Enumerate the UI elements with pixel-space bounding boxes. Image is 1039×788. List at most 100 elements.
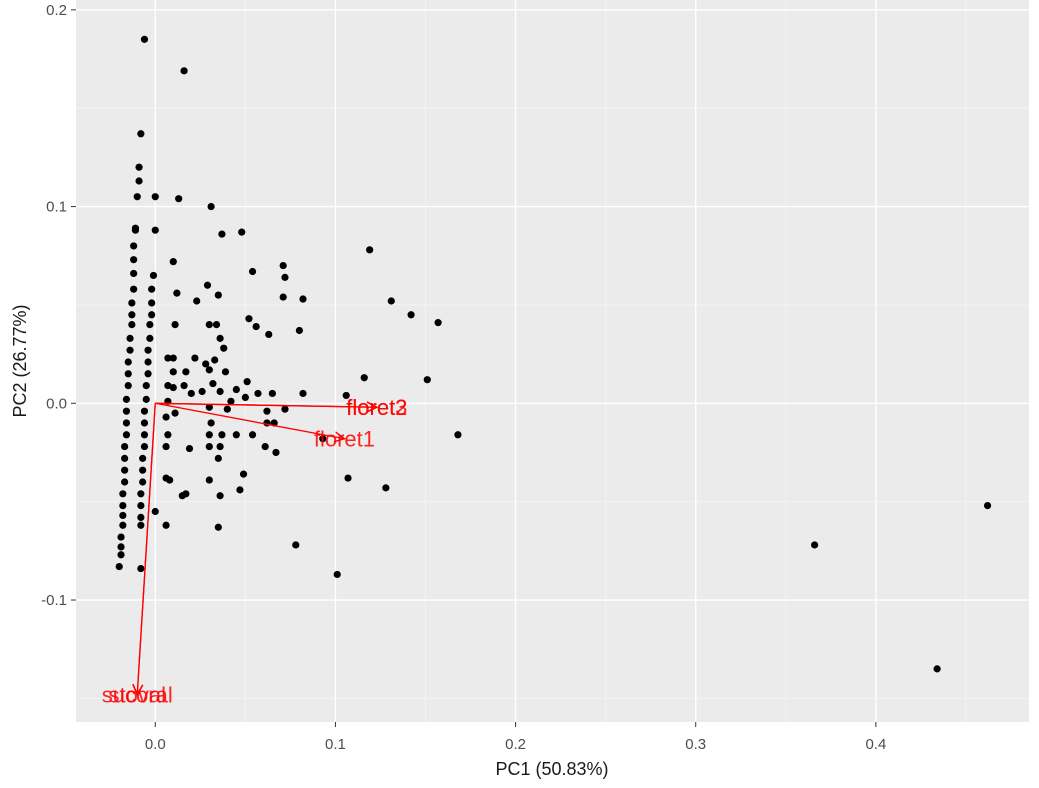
data-point bbox=[121, 466, 129, 474]
data-point bbox=[216, 442, 224, 451]
data-point bbox=[187, 389, 195, 398]
data-point bbox=[151, 507, 159, 516]
data-point bbox=[223, 405, 231, 413]
data-point bbox=[180, 67, 188, 75]
plot-panel bbox=[76, 0, 1029, 722]
data-point bbox=[121, 454, 129, 462]
data-point bbox=[182, 368, 190, 376]
data-point bbox=[137, 521, 145, 529]
data-point bbox=[220, 344, 228, 352]
data-point bbox=[248, 431, 257, 439]
data-point bbox=[423, 376, 431, 384]
data-point bbox=[140, 431, 149, 439]
data-point bbox=[248, 267, 257, 276]
data-point bbox=[133, 193, 141, 201]
x-tick-label: 0.0 bbox=[145, 736, 166, 753]
data-point bbox=[205, 403, 213, 411]
data-point bbox=[239, 470, 248, 478]
data-point bbox=[171, 321, 179, 329]
data-point bbox=[205, 366, 213, 374]
data-point bbox=[175, 195, 183, 203]
data-point bbox=[144, 346, 152, 354]
data-point bbox=[164, 431, 172, 439]
data-point bbox=[263, 419, 271, 427]
data-point bbox=[119, 521, 127, 529]
data-point bbox=[173, 289, 181, 297]
data-point bbox=[149, 271, 158, 280]
y-tick-label: -0.1 bbox=[41, 592, 67, 609]
data-point bbox=[135, 163, 143, 171]
data-point bbox=[124, 381, 132, 390]
data-point bbox=[193, 297, 201, 305]
data-point bbox=[148, 311, 156, 319]
data-point bbox=[265, 330, 273, 339]
y-tick-label: 0.0 bbox=[46, 395, 67, 412]
data-point bbox=[121, 478, 129, 486]
data-point bbox=[140, 419, 149, 427]
data-point bbox=[144, 358, 152, 366]
data-point bbox=[211, 356, 219, 364]
data-point bbox=[142, 395, 150, 403]
data-point bbox=[119, 490, 127, 498]
loading-label: floret3 bbox=[346, 395, 407, 420]
data-point bbox=[137, 501, 145, 510]
data-point bbox=[169, 383, 177, 392]
data-points bbox=[115, 35, 992, 673]
data-point bbox=[254, 389, 262, 398]
data-point bbox=[205, 476, 213, 484]
data-point bbox=[202, 360, 210, 368]
data-point bbox=[180, 381, 188, 390]
data-point bbox=[214, 454, 222, 462]
y-axis-ticks: -0.1 0.0 0.1 0.2 bbox=[41, 2, 76, 609]
data-point bbox=[214, 523, 222, 531]
data-point bbox=[216, 492, 224, 500]
y-tick-label: 0.1 bbox=[46, 199, 67, 216]
x-tick-label: 0.1 bbox=[325, 736, 346, 753]
data-point bbox=[333, 570, 341, 579]
data-point bbox=[119, 511, 127, 520]
data-point bbox=[139, 466, 147, 474]
data-point bbox=[119, 501, 127, 510]
data-point bbox=[126, 346, 134, 354]
data-point bbox=[933, 665, 941, 673]
data-point bbox=[207, 419, 215, 427]
data-point bbox=[130, 242, 138, 250]
data-point bbox=[236, 486, 244, 494]
loading-label: floret1 bbox=[314, 427, 375, 452]
data-point bbox=[207, 202, 215, 211]
data-point bbox=[151, 226, 159, 234]
data-point bbox=[295, 326, 303, 335]
data-point bbox=[281, 273, 289, 281]
data-point bbox=[148, 299, 156, 307]
data-point bbox=[135, 177, 143, 185]
data-point bbox=[142, 381, 150, 390]
data-point bbox=[131, 226, 140, 234]
data-point bbox=[122, 395, 131, 403]
major-gridlines bbox=[76, 0, 1029, 722]
data-point bbox=[268, 389, 276, 398]
data-point bbox=[212, 321, 221, 329]
data-point bbox=[261, 442, 269, 451]
data-point bbox=[151, 193, 159, 201]
data-point bbox=[218, 230, 226, 238]
loading-arrow bbox=[155, 403, 377, 407]
x-axis-ticks: 0.0 0.1 0.2 0.3 0.4 bbox=[145, 722, 886, 753]
data-point bbox=[124, 358, 132, 366]
data-point bbox=[146, 321, 154, 329]
data-point bbox=[169, 368, 177, 376]
data-point bbox=[128, 299, 136, 307]
data-point bbox=[198, 387, 206, 396]
data-point bbox=[164, 381, 172, 390]
minor-gridlines bbox=[76, 0, 1029, 722]
data-point bbox=[205, 431, 213, 439]
data-point bbox=[148, 285, 156, 293]
data-point bbox=[117, 533, 125, 541]
data-point bbox=[299, 389, 307, 398]
data-point bbox=[122, 419, 131, 427]
data-point bbox=[128, 321, 136, 329]
data-point bbox=[434, 319, 442, 327]
data-point bbox=[185, 444, 194, 453]
data-point bbox=[146, 334, 154, 342]
data-point bbox=[139, 454, 147, 462]
data-point bbox=[164, 354, 172, 362]
